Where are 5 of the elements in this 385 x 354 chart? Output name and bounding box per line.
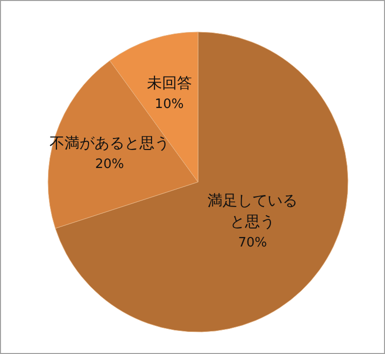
slice-label: 未回答 bbox=[146, 74, 192, 92]
data-label: 20% bbox=[95, 156, 124, 172]
data-label: 70% bbox=[238, 235, 268, 250]
slice-label: 満足していると思う bbox=[208, 192, 298, 231]
data-label: 10% bbox=[154, 96, 184, 112]
